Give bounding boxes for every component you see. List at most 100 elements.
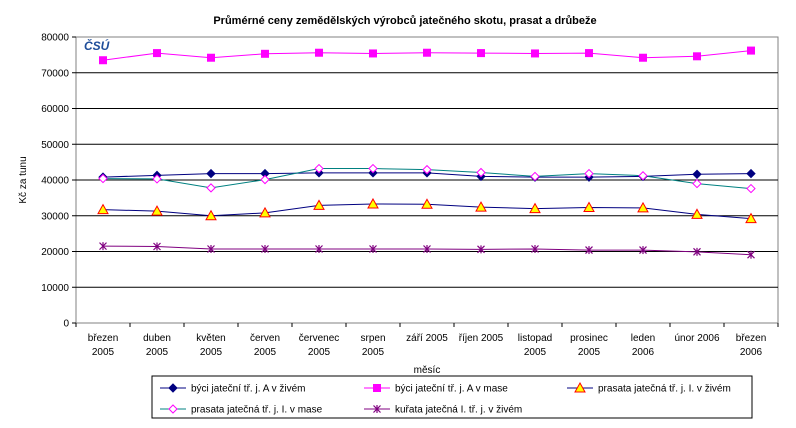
legend-label: prasata jatečná tř. j. I. v mase bbox=[191, 405, 323, 416]
x-tick-label: 2005 bbox=[308, 347, 331, 358]
y-tick-label: 50000 bbox=[41, 140, 69, 151]
y-tick-label: 70000 bbox=[41, 68, 69, 79]
data-point bbox=[693, 247, 701, 256]
data-point bbox=[421, 198, 433, 209]
x-tick-label: říjen 2005 bbox=[459, 333, 504, 344]
data-point bbox=[153, 242, 161, 251]
data-point bbox=[476, 167, 486, 178]
legend-swatch-marker bbox=[373, 384, 381, 392]
x-tick-label: únor 2006 bbox=[674, 333, 719, 344]
data-point bbox=[423, 48, 431, 57]
legend-label: kuřata jatečná I. tř. j. v živém bbox=[395, 405, 522, 416]
series-markers bbox=[97, 46, 757, 259]
data-point bbox=[747, 250, 755, 259]
y-axis-tick-labels: 0 10000 20000 30000 40000 50000 60000 70000 8000… bbox=[41, 33, 69, 330]
x-tick-label: září 2005 bbox=[406, 333, 448, 344]
plot-area bbox=[72, 36, 779, 327]
data-point bbox=[529, 202, 541, 214]
data-point bbox=[639, 246, 647, 255]
data-point bbox=[531, 49, 539, 58]
data-point bbox=[639, 53, 647, 62]
y-tick-label: 60000 bbox=[41, 104, 69, 115]
legend-box bbox=[151, 375, 753, 419]
csu-logo: ČSÚ bbox=[83, 38, 113, 53]
x-tick-label: 2006 bbox=[632, 347, 655, 358]
data-point bbox=[315, 48, 323, 57]
legend-item: prasata jatečná tř. j. I. v živém bbox=[567, 381, 731, 395]
data-point bbox=[477, 49, 485, 58]
y-tick-label: 30000 bbox=[41, 211, 69, 222]
legend: býci jateční tř. j. A v živém býci jatečn… bbox=[151, 375, 753, 419]
data-point bbox=[584, 168, 594, 179]
data-point bbox=[423, 244, 431, 253]
data-point bbox=[313, 199, 325, 210]
y-tick-label: 40000 bbox=[41, 176, 69, 187]
y-tick-label: 80000 bbox=[41, 33, 69, 44]
x-tick-label: červen bbox=[250, 333, 280, 344]
x-tick-label: 2005 bbox=[578, 347, 601, 358]
data-point bbox=[261, 49, 269, 58]
data-point bbox=[260, 174, 270, 185]
data-point bbox=[368, 163, 378, 174]
x-tick-label: 2005 bbox=[524, 347, 547, 358]
data-point bbox=[585, 49, 593, 58]
legend-swatch-marker bbox=[574, 381, 586, 393]
gridlines bbox=[72, 36, 778, 324]
x-tick-label: květen bbox=[196, 333, 225, 344]
x-axis-title: měsíc bbox=[414, 365, 441, 376]
data-point bbox=[585, 246, 593, 255]
x-tick-label: 2005 bbox=[92, 347, 115, 358]
x-tick-label: duben bbox=[143, 333, 171, 344]
data-point bbox=[475, 201, 487, 212]
y-tick-label: 10000 bbox=[41, 283, 69, 294]
legend-label: býci jateční tř. j. A v mase bbox=[395, 384, 508, 395]
y-tick-label: 20000 bbox=[41, 247, 69, 258]
data-point bbox=[205, 209, 217, 221]
data-point bbox=[206, 183, 216, 193]
x-tick-label: prosinec bbox=[570, 333, 608, 344]
series-markers-5 bbox=[99, 242, 755, 259]
x-tick-label: 2005 bbox=[146, 347, 169, 358]
legend-swatch-marker bbox=[373, 405, 381, 413]
x-tick-label: 2005 bbox=[200, 347, 223, 358]
legend-label: prasata jatečná tř. j. I. v živém bbox=[598, 384, 731, 395]
x-tick-label: 2006 bbox=[740, 347, 763, 358]
series-markers-4 bbox=[98, 163, 756, 194]
x-tick-label: srpen bbox=[360, 333, 385, 344]
y-axis-title: Kč za tunu bbox=[18, 156, 29, 203]
data-point bbox=[206, 168, 216, 179]
data-point bbox=[745, 212, 757, 224]
data-point bbox=[367, 197, 379, 209]
legend-item: býci jateční tř. j. A v mase bbox=[364, 384, 508, 395]
legend-label: býci jateční tř. j. A v živém bbox=[191, 384, 305, 395]
x-tick-label: červenec bbox=[299, 333, 340, 344]
data-point bbox=[207, 53, 215, 62]
legend-item: prasata jatečná tř. j. I. v mase bbox=[160, 404, 323, 416]
x-axis-ticks bbox=[75, 323, 779, 327]
x-tick-label: listopad bbox=[518, 333, 552, 344]
data-point bbox=[638, 171, 648, 181]
data-point bbox=[746, 168, 756, 179]
data-point bbox=[747, 46, 755, 55]
csu-logo-background bbox=[83, 39, 113, 51]
x-tick-label: 2005 bbox=[254, 347, 277, 358]
data-point bbox=[99, 56, 107, 65]
data-point bbox=[98, 173, 108, 184]
data-point bbox=[314, 163, 324, 174]
x-tick-label: leden bbox=[631, 333, 655, 344]
x-axis-tick-labels: březen 2005 duben 2005 květen 2005 červen 2005 č… bbox=[88, 333, 767, 358]
data-point bbox=[207, 244, 215, 253]
y-tick-label: 0 bbox=[63, 319, 69, 330]
data-point bbox=[315, 244, 323, 253]
data-point bbox=[693, 52, 701, 61]
data-point bbox=[369, 49, 377, 58]
x-tick-label: 2005 bbox=[362, 347, 385, 358]
csu-logo-text: ČSÚ bbox=[84, 38, 110, 53]
series-markers-2 bbox=[99, 46, 755, 65]
data-point bbox=[691, 208, 703, 219]
legend-swatch-marker bbox=[168, 383, 178, 393]
data-point bbox=[261, 244, 269, 253]
data-point bbox=[153, 49, 161, 58]
data-point bbox=[746, 183, 756, 194]
